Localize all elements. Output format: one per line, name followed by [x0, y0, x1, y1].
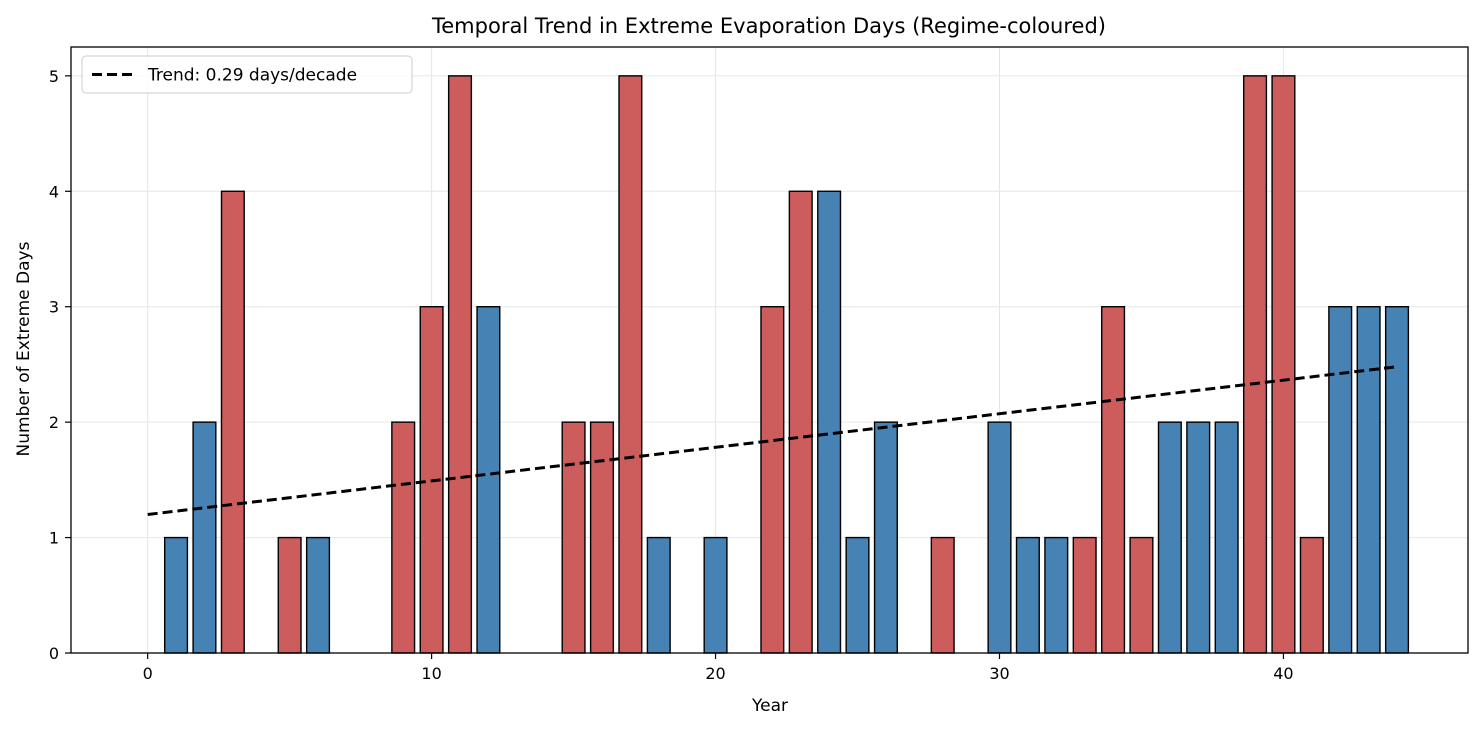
y-axis-label: Number of Extreme Days — [14, 241, 34, 456]
bar-year-32 — [1044, 536, 1069, 654]
bar-year-40 — [1271, 75, 1296, 654]
bar-year-15 — [561, 421, 586, 654]
bar-year-43 — [1356, 306, 1381, 654]
x-tick-label: 10 — [421, 664, 441, 683]
bar-year-1 — [164, 536, 189, 654]
bar-year-16 — [589, 421, 615, 654]
bar-year-38 — [1214, 421, 1239, 654]
bar-year-24 — [817, 190, 842, 654]
bar-year-17 — [618, 75, 643, 654]
bar-year-12 — [476, 306, 501, 654]
y-tick-label: 1 — [49, 529, 59, 548]
bar-year-31 — [1015, 536, 1040, 654]
bar-year-18 — [646, 536, 671, 654]
bar-year-23 — [788, 190, 813, 654]
bar-year-25 — [845, 536, 870, 654]
x-tick-label: 0 — [143, 664, 153, 683]
chart-title: Temporal Trend in Extreme Evaporation Da… — [431, 14, 1106, 38]
bar-year-39 — [1242, 75, 1268, 654]
bar-year-34 — [1101, 306, 1126, 654]
bar-year-28 — [930, 536, 955, 654]
y-tick-label: 5 — [49, 67, 59, 86]
x-axis-label: Year — [751, 696, 788, 716]
bar-year-26 — [873, 421, 898, 654]
bar-year-5 — [277, 536, 302, 654]
legend: Trend: 0.29 days/decade — [81, 55, 413, 94]
bar-year-37 — [1186, 421, 1211, 654]
y-tick-label: 0 — [49, 644, 59, 663]
bar-year-22 — [760, 306, 785, 654]
bar-year-42 — [1328, 306, 1353, 654]
legend-trend-label: Trend: 0.29 days/decade — [147, 66, 357, 86]
x-tick-label: 20 — [705, 664, 725, 683]
bar-year-35 — [1129, 536, 1154, 654]
bar-year-11 — [447, 75, 473, 654]
x-tick-label: 30 — [989, 664, 1009, 683]
x-tick-label: 40 — [1273, 664, 1293, 683]
legend-box — [81, 55, 413, 94]
bar-year-6 — [305, 536, 331, 654]
plot-frame — [70, 46, 1469, 654]
axis-ticks: 0 10 20 30 40 0 1 2 3 4 5 — [49, 67, 1294, 683]
bar-year-36 — [1157, 421, 1182, 654]
bar-year-20 — [703, 536, 728, 654]
bar-year-2 — [192, 421, 217, 654]
y-tick-label: 2 — [49, 413, 59, 432]
y-tick-label: 3 — [49, 298, 59, 317]
bar-year-33 — [1072, 536, 1097, 654]
bar-year-9 — [391, 421, 416, 654]
bar-year-30 — [987, 421, 1012, 654]
bar-year-3 — [220, 190, 245, 654]
bar-year-41 — [1299, 536, 1324, 654]
bar-year-44 — [1384, 306, 1410, 654]
y-tick-label: 4 — [49, 182, 59, 201]
